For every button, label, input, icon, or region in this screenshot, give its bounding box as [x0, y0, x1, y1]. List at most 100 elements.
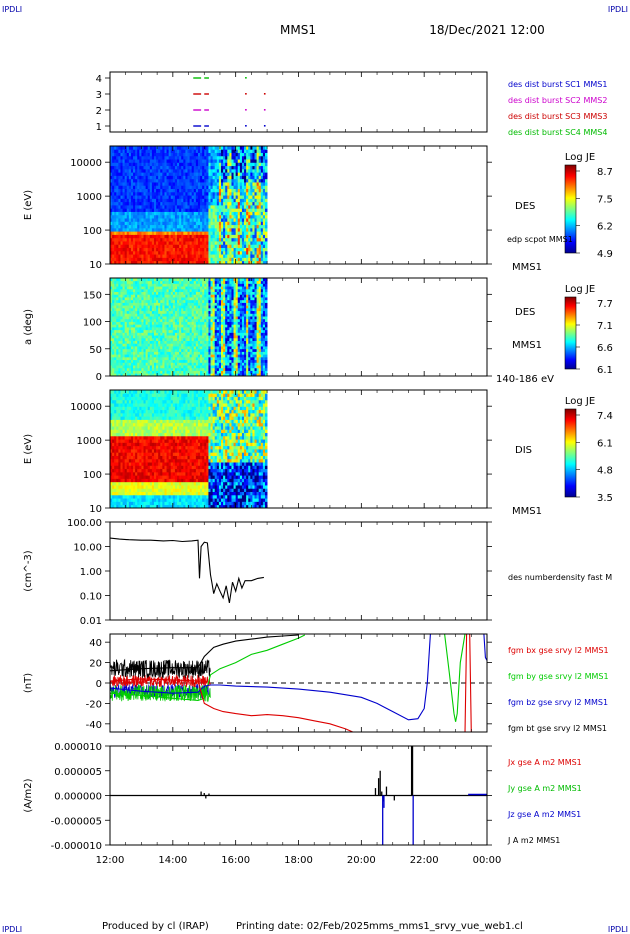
heatmap-cell [172, 182, 176, 186]
heatmap-cell [114, 211, 117, 216]
heatmap-cell [179, 373, 182, 377]
heatmap-cell [200, 221, 203, 226]
heatmap-cell [172, 318, 176, 322]
heatmap-cell [262, 195, 266, 199]
heatmap-cell [191, 307, 195, 312]
heatmap-cell [168, 294, 172, 298]
heatmap-cell [241, 162, 245, 167]
heatmap-cell [195, 159, 199, 163]
heatmap-cell [229, 168, 232, 173]
heatmap-cell [112, 182, 115, 186]
heatmap-cell [156, 327, 159, 331]
heatmap-cell [244, 191, 247, 196]
heatmap-cell [193, 221, 197, 226]
heatmap-cell [124, 162, 128, 167]
heatmap-cell [149, 297, 153, 301]
heatmap-cell [133, 356, 136, 361]
heatmap-cell [145, 291, 149, 295]
heatmap-cell [225, 370, 228, 374]
heatmap-cell [156, 367, 159, 371]
heatmap-cell [130, 310, 134, 314]
heatmap-cell [145, 288, 149, 293]
heatmap-cell [218, 280, 222, 284]
heatmap-cell [187, 185, 190, 190]
heatmap-cell [241, 155, 245, 160]
heatmap-cell [141, 146, 144, 150]
heatmap-cell [177, 343, 180, 347]
heatmap-cell [177, 146, 180, 150]
heatmap-cell [187, 211, 190, 216]
heatmap-cell [139, 365, 142, 369]
heatmap-cell [231, 286, 234, 290]
heatmap-cell [248, 234, 251, 239]
heatmap-cell [191, 208, 195, 212]
heatmap-cell [114, 321, 117, 325]
heatmap-cell [181, 286, 184, 290]
heatmap-cell [216, 244, 220, 249]
heatmap-cell [193, 146, 197, 150]
heatmap-cell [235, 175, 239, 180]
heatmap-cell [162, 367, 165, 371]
heatmap-cell [114, 337, 117, 342]
heatmap-cell [206, 162, 209, 167]
heatmap-cell [204, 313, 207, 317]
heatmap-cell [116, 335, 119, 339]
heatmap-cell [122, 227, 126, 232]
heatmap-cell [206, 346, 209, 350]
heatmap-cell [151, 335, 155, 339]
heatmap-cell [143, 221, 146, 226]
heatmap-cell [114, 218, 117, 222]
heatmap-cell [153, 310, 157, 314]
heatmap-cell [210, 195, 214, 199]
heatmap-cell [141, 313, 144, 317]
heatmap-cell [179, 294, 182, 298]
heatmap-cell [158, 182, 161, 186]
heatmap-cell [168, 224, 172, 229]
heatmap-cell [141, 283, 144, 287]
heatmap-cell [151, 244, 155, 249]
heatmap-cell [214, 257, 218, 262]
heatmap-cell [153, 162, 157, 167]
heatmap-cell [147, 227, 151, 232]
heatmap-cell [118, 175, 121, 180]
heatmap-cell [141, 244, 144, 249]
heatmap-cell [177, 286, 180, 290]
heatmap-cell [174, 257, 178, 262]
heatmap-cell [164, 178, 167, 183]
heatmap-cell [145, 280, 149, 284]
heatmap-cell [160, 359, 163, 363]
heatmap-cell [212, 244, 216, 249]
heatmap-cell [252, 224, 255, 229]
heatmap-cell [177, 324, 180, 328]
heatmap-cell [128, 365, 132, 369]
heatmap-cell [160, 335, 163, 339]
heatmap-cell [174, 149, 178, 153]
heatmap-cell [204, 373, 207, 377]
heatmap-cell [244, 234, 247, 239]
heatmap-cell [179, 146, 182, 150]
heatmap-cell [191, 286, 195, 290]
heatmap-cell [156, 155, 159, 160]
heatmap-cell [149, 329, 153, 333]
heatmap-cell [122, 335, 126, 339]
heatmap-cell [160, 302, 163, 306]
heatmap-cell [195, 310, 199, 314]
heatmap-cell [170, 201, 174, 206]
heatmap-cell [246, 185, 249, 190]
heatmap-cell [128, 316, 132, 320]
heatmap-cell [126, 146, 130, 150]
heatmap-cell [145, 307, 149, 312]
heatmap-cell [135, 373, 138, 377]
heatmap-cell [162, 299, 165, 303]
heatmap-cell [235, 178, 239, 183]
heatmap-cell [264, 168, 268, 173]
heatmap-cell [212, 280, 216, 284]
heatmap-cell [181, 201, 184, 206]
heatmap-cell [147, 310, 151, 314]
heatmap-cell [208, 340, 211, 344]
heatmap-cell [114, 227, 117, 232]
heatmap-cell [221, 224, 224, 229]
heatmap-cell [193, 348, 197, 352]
heatmap-cell [195, 316, 199, 320]
heatmap-cell [264, 241, 268, 245]
